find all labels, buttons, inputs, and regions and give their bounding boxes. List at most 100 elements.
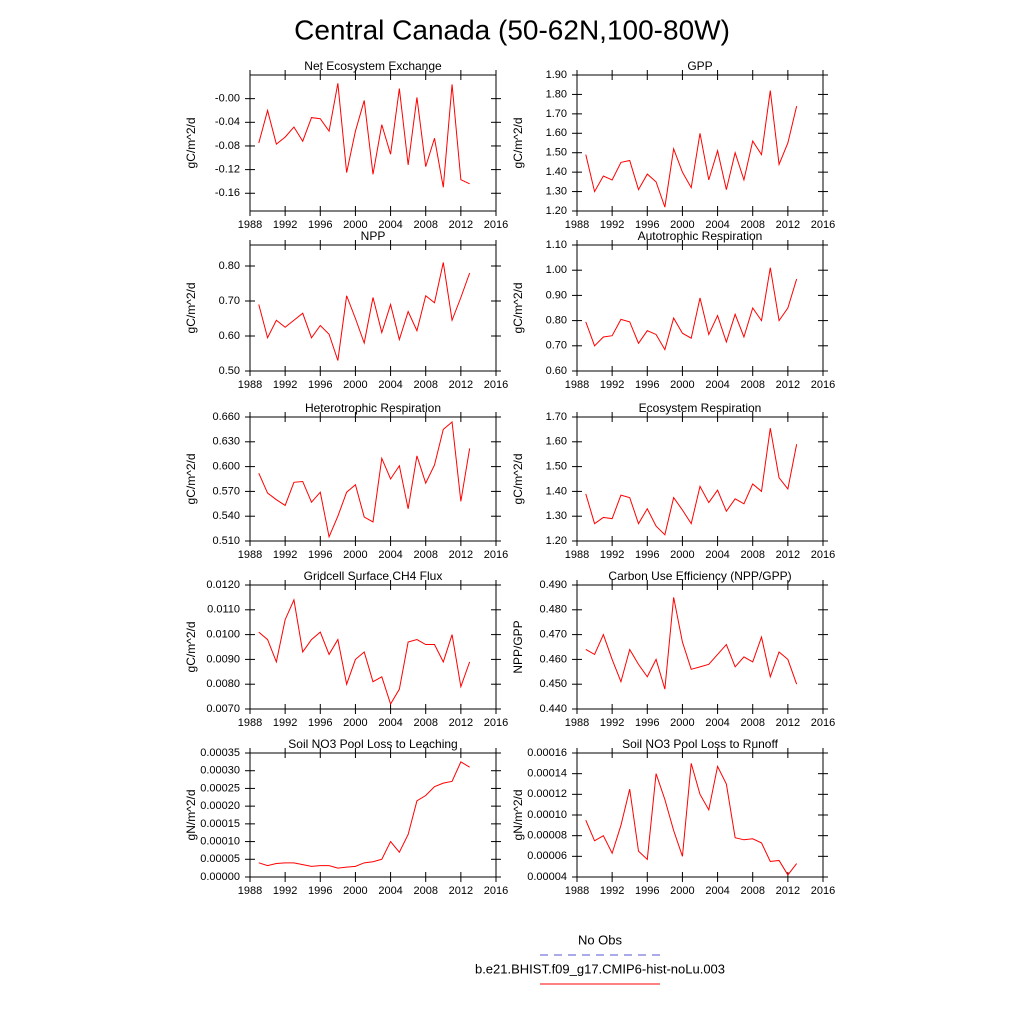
x-tick-label: 1988 — [238, 549, 262, 561]
y-tick-label: 0.00016 — [527, 747, 567, 759]
y-tick-label: 0.450 — [539, 678, 567, 690]
x-tick-label: 1996 — [308, 379, 332, 391]
x-tick-label: 2004 — [378, 549, 402, 561]
x-tick-label: 2004 — [378, 885, 402, 897]
x-tick-label: 2000 — [670, 549, 694, 561]
figure-title: Central Canada (50-62N,100-80W) — [294, 14, 730, 45]
x-tick-label: 2008 — [413, 549, 437, 561]
x-tick-label: 2000 — [343, 549, 367, 561]
x-tick-label: 1988 — [565, 219, 589, 231]
y-tick-label: 1.10 — [546, 239, 567, 251]
y-tick-label: 1.60 — [546, 436, 567, 448]
x-tick-label: 2012 — [449, 717, 473, 729]
y-tick-label: 1.50 — [546, 461, 567, 473]
x-tick-label: 2008 — [413, 717, 437, 729]
y-tick-label: 1.20 — [546, 535, 567, 547]
x-tick-label: 2012 — [776, 219, 800, 231]
plot-frame — [576, 74, 824, 212]
y-tick-label: 0.00020 — [200, 800, 240, 812]
data-line — [585, 90, 798, 208]
panel-title: Heterotrophic Respiration — [305, 401, 441, 415]
x-tick-label: 2000 — [343, 717, 367, 729]
x-tick-label: 2016 — [811, 717, 835, 729]
x-tick-label: 2008 — [413, 379, 437, 391]
x-tick-label: 2016 — [811, 379, 835, 391]
x-tick-label: 2012 — [776, 549, 800, 561]
data-line — [258, 420, 471, 539]
y-tick-label: -0.04 — [215, 116, 240, 128]
y-tick-label: 0.50 — [219, 365, 240, 377]
x-tick-label: 2008 — [740, 549, 764, 561]
y-tick-label: 1.50 — [546, 147, 567, 159]
y-tick-label: 1.20 — [546, 205, 567, 217]
data-line — [585, 763, 798, 876]
x-tick-label: 1988 — [238, 885, 262, 897]
panel-title: Gridcell Surface CH4 Flux — [304, 569, 443, 583]
y-axis-label: gC/m^2/d — [184, 622, 198, 673]
y-axis-label: gC/m^2/d — [184, 118, 198, 169]
plot-frame — [576, 416, 824, 542]
x-tick-label: 1988 — [565, 885, 589, 897]
y-tick-label: 0.630 — [212, 436, 240, 448]
y-tick-label: 0.60 — [219, 330, 240, 342]
x-tick-label: 2012 — [776, 379, 800, 391]
y-tick-label: 1.30 — [546, 185, 567, 197]
y-tick-label: 0.00010 — [200, 835, 240, 847]
y-tick-label: 0.570 — [212, 485, 240, 497]
x-tick-label: 1992 — [273, 717, 297, 729]
y-tick-label: 0.80 — [546, 315, 567, 327]
y-tick-label: -0.16 — [215, 187, 240, 199]
y-tick-label: 0.490 — [539, 579, 567, 591]
y-tick-label: 0.70 — [219, 295, 240, 307]
plot-frame — [249, 244, 497, 372]
x-tick-label: 2000 — [670, 885, 694, 897]
data-line — [585, 597, 798, 690]
x-tick-label: 1992 — [600, 885, 624, 897]
x-tick-label: 2000 — [670, 219, 694, 231]
x-tick-label: 2000 — [670, 717, 694, 729]
y-tick-label: 0.0100 — [206, 629, 240, 641]
x-tick-label: 2016 — [484, 885, 508, 897]
y-tick-label: 0.00008 — [527, 830, 567, 842]
y-axis-label: gN/m^2/d — [184, 790, 198, 841]
y-tick-label: 0.480 — [539, 604, 567, 616]
y-tick-label: 0.70 — [546, 340, 567, 352]
y-tick-label: 0.0070 — [206, 703, 240, 715]
data-line — [258, 262, 471, 361]
data-line — [258, 598, 471, 706]
y-tick-label: 0.00000 — [200, 871, 240, 883]
x-tick-label: 2000 — [343, 885, 367, 897]
plot-frame — [576, 244, 824, 372]
x-tick-label: 2008 — [740, 885, 764, 897]
y-tick-label: 1.40 — [546, 485, 567, 497]
x-tick-label: 2004 — [378, 717, 402, 729]
x-tick-label: 1996 — [635, 885, 659, 897]
y-tick-label: 0.00015 — [200, 818, 240, 830]
y-tick-label: 0.00030 — [200, 765, 240, 777]
x-tick-label: 2012 — [776, 717, 800, 729]
x-tick-label: 1988 — [238, 219, 262, 231]
y-tick-label: 0.00006 — [527, 850, 567, 862]
x-tick-label: 1996 — [308, 549, 332, 561]
x-tick-label: 1988 — [565, 717, 589, 729]
y-tick-label: 0.00035 — [200, 747, 240, 759]
data-line — [585, 267, 798, 351]
y-tick-label: -0.12 — [215, 164, 240, 176]
y-axis-label: gC/m^2/d — [511, 118, 525, 169]
x-tick-label: 2000 — [343, 379, 367, 391]
y-tick-label: 1.40 — [546, 166, 567, 178]
y-tick-label: 0.80 — [219, 260, 240, 272]
y-tick-label: 0.470 — [539, 629, 567, 641]
panel-title: Net Ecosystem Exchange — [304, 59, 442, 73]
x-tick-label: 1992 — [600, 549, 624, 561]
plot-frame — [249, 752, 497, 878]
x-tick-label: 1996 — [635, 379, 659, 391]
panel-title: Carbon Use Efficiency (NPP/GPP) — [608, 569, 791, 583]
y-tick-label: 0.460 — [539, 653, 567, 665]
plot-frame — [576, 752, 824, 878]
y-tick-label: -0.00 — [215, 93, 240, 105]
y-tick-label: 0.00005 — [200, 853, 240, 865]
x-tick-label: 2012 — [449, 219, 473, 231]
panel-title: Ecosystem Respiration — [639, 401, 762, 415]
